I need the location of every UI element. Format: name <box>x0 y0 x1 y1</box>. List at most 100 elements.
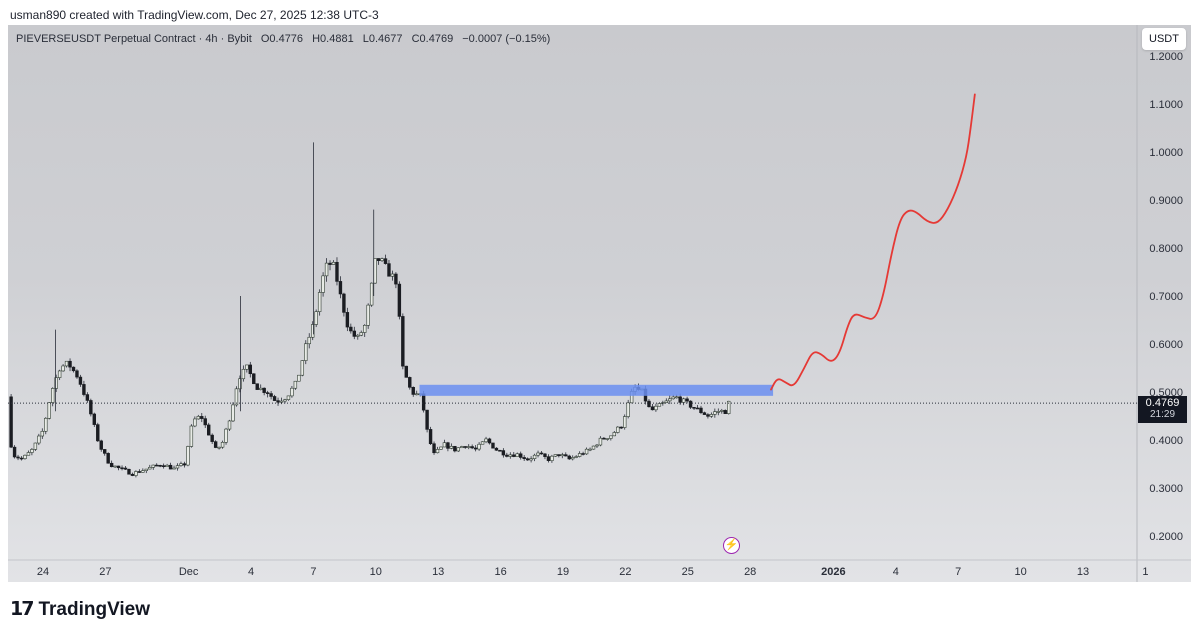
candle-body <box>155 464 159 467</box>
candle-body <box>619 426 623 429</box>
candle-body <box>706 414 710 417</box>
candle-body <box>57 370 62 378</box>
candle-body <box>453 445 457 452</box>
candle-body <box>369 282 374 306</box>
candle-body <box>71 366 76 372</box>
candle-body <box>304 343 308 361</box>
candle-body <box>612 432 617 437</box>
candle-body <box>616 426 620 433</box>
candle-body <box>505 454 509 457</box>
candle-body <box>227 420 232 430</box>
candle-body <box>421 393 426 411</box>
candle-body <box>664 400 669 403</box>
candle-body <box>134 471 138 476</box>
candle-body <box>290 387 294 397</box>
candle-body <box>657 403 662 407</box>
candle-body <box>720 410 724 412</box>
candle-body <box>130 473 135 476</box>
candle-body <box>148 467 152 470</box>
candle-body <box>259 387 263 390</box>
candle-body <box>539 452 544 455</box>
candle-body <box>331 261 336 265</box>
candle-body <box>172 467 176 470</box>
candle-body <box>723 410 727 414</box>
candle-body <box>484 438 488 443</box>
candle-body <box>314 311 318 325</box>
candle-body <box>179 463 183 466</box>
y-tick-label: 1.2000 <box>1149 51 1183 63</box>
candle-body <box>574 456 578 458</box>
x-tick-label: 19 <box>557 566 569 578</box>
candle-body <box>317 292 322 312</box>
change-value: −0.0007 (−0.15%) <box>462 33 551 45</box>
unit-selector-button[interactable]: USDT <box>1142 28 1186 50</box>
candle-body <box>463 446 467 448</box>
x-tick-label: 4 <box>893 566 899 578</box>
candle-body <box>678 396 682 403</box>
x-tick-label: 16 <box>494 566 506 578</box>
candle-body <box>401 316 405 367</box>
candle-body <box>602 437 606 440</box>
candle-body <box>293 380 298 389</box>
candle-body <box>383 258 388 264</box>
candle-body <box>699 407 703 413</box>
candle-body <box>356 334 360 337</box>
candle-body <box>113 465 117 468</box>
candle-body <box>279 400 284 403</box>
candle-body <box>491 442 495 449</box>
candle-body <box>99 440 103 450</box>
candle-body <box>328 262 332 265</box>
candle-body <box>189 425 194 447</box>
candle-body <box>137 471 142 473</box>
symbol-name: PIEVERSEUSDT Perpetual Contract · 4h · B… <box>16 33 252 45</box>
candle-body <box>512 454 516 457</box>
x-tick-label: 27 <box>99 566 111 578</box>
candle-body <box>432 443 436 454</box>
candle-body <box>557 454 561 457</box>
last-price-label: 0.4769 21:29 <box>1138 396 1187 423</box>
candle-body <box>467 446 471 448</box>
candle-body <box>397 283 402 317</box>
candle-body <box>598 437 603 446</box>
candle-body <box>203 418 207 426</box>
candle-body <box>460 446 464 449</box>
candle-body <box>252 373 256 385</box>
candle-body <box>193 418 197 427</box>
candle-body <box>470 446 474 449</box>
candle-body <box>165 464 169 467</box>
candle-body <box>373 258 377 284</box>
candle-body <box>605 438 610 440</box>
tv-logo-icon: 𝟭𝟳 <box>10 599 34 620</box>
candle-body <box>428 429 433 445</box>
candle-body <box>546 456 551 461</box>
brand-name: TradingView <box>38 598 151 620</box>
candle-body <box>210 434 214 442</box>
candle-body <box>702 412 707 415</box>
candle-body <box>404 365 409 378</box>
candle-body <box>220 441 225 448</box>
candle-body <box>78 376 83 385</box>
lightning-icon[interactable]: ⚡ <box>723 537 740 554</box>
candle-body <box>276 400 280 403</box>
candle-body <box>82 384 86 395</box>
candle-body <box>96 424 100 442</box>
candle-body <box>161 465 166 467</box>
candle-body <box>366 304 370 326</box>
candle-body <box>477 443 481 450</box>
candle-body <box>623 416 627 428</box>
candle-body <box>525 458 530 461</box>
close-value: C0.4769 <box>411 33 454 45</box>
candle-body <box>567 455 571 460</box>
candle-body <box>439 446 443 450</box>
candle-body <box>44 417 48 432</box>
candle-body <box>449 445 454 449</box>
candle-body <box>335 261 339 282</box>
candle-body <box>532 454 537 459</box>
candle-body <box>158 465 162 467</box>
y-tick-label: 0.4000 <box>1149 435 1183 447</box>
candle-body <box>685 398 689 402</box>
candle-body <box>182 463 187 466</box>
x-tick-label: 25 <box>682 566 694 578</box>
chart-frame[interactable]: PIEVERSEUSDT Perpetual Contract · 4h · B… <box>8 25 1191 582</box>
